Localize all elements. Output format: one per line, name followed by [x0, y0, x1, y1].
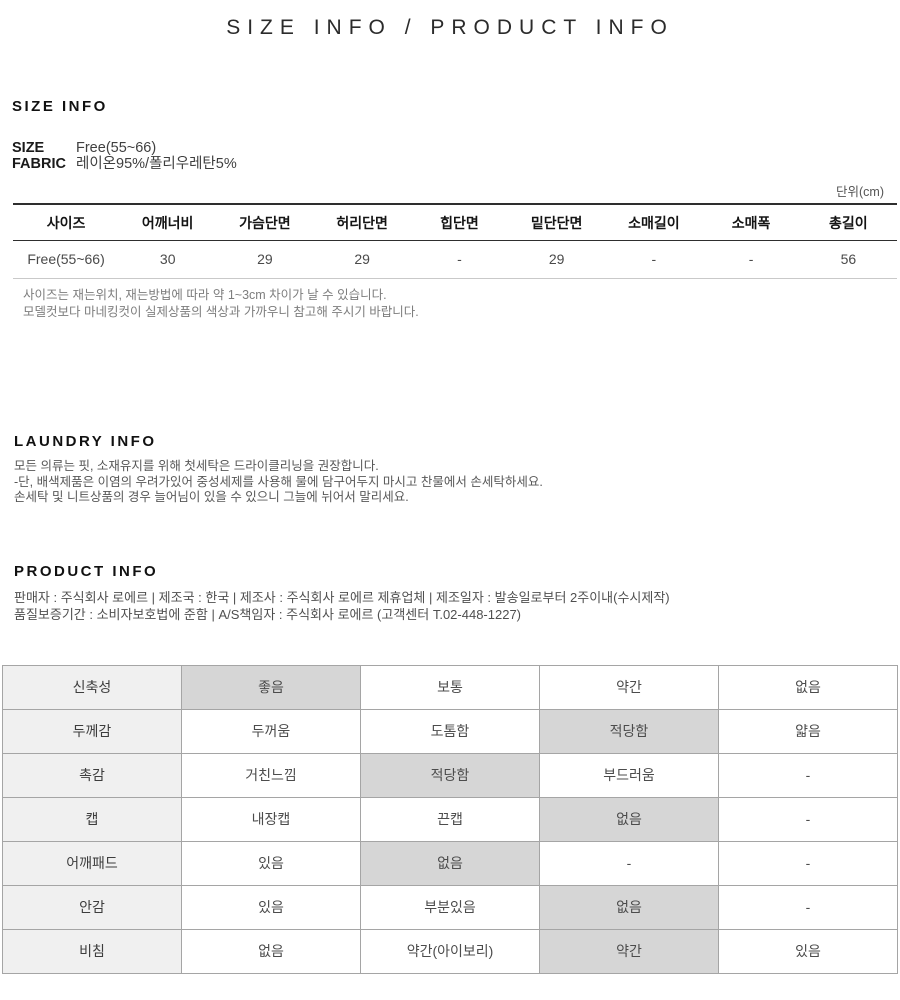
- table-row: 어깨패드 있음 없음 - -: [2, 840, 898, 886]
- attribute-option: 적당함: [360, 752, 540, 798]
- attribute-option: 도톰함: [360, 708, 540, 754]
- size-meta-row: SIZE Free(55~66): [12, 140, 888, 156]
- attribute-option: 없음: [181, 928, 361, 974]
- product-lines: 판매자 : 주식회사 로에르 | 제조국 : 한국 | 제조사 : 주식회사 로…: [14, 589, 886, 623]
- attribute-option: 부드러움: [539, 752, 719, 798]
- attribute-option: 약간: [539, 928, 719, 974]
- size-col-header: 허리단면: [313, 204, 411, 241]
- attribute-option: 없음: [539, 796, 719, 842]
- size-info-section: SIZE INFO SIZE Free(55~66) FABRIC 레이온95%…: [0, 98, 900, 321]
- table-row: 신축성 좋음 보통 약간 없음: [2, 664, 898, 710]
- attribute-option: -: [539, 840, 719, 886]
- size-cell: 29: [548, 251, 565, 267]
- size-col-header: 소매길이: [605, 204, 703, 241]
- attribute-label: 비침: [2, 928, 182, 974]
- attribute-option: -: [718, 796, 898, 842]
- attribute-option: 내장캡: [181, 796, 361, 842]
- attribute-option: 보통: [360, 664, 540, 710]
- size-col-header: 밑단단면: [508, 204, 606, 241]
- attribute-option: -: [718, 840, 898, 886]
- attribute-option: 두꺼움: [181, 708, 361, 754]
- size-note: 사이즈는 재는위치, 재는방법에 따라 약 1~3cm 차이가 날 수 있습니다…: [23, 288, 387, 302]
- size-table-data-row: Free(55~66) 30 29 29 - 29 - - 56: [13, 241, 897, 279]
- attribute-label: 촉감: [2, 752, 182, 798]
- size-cell: 56: [840, 251, 857, 267]
- attribute-option: 약간: [539, 664, 719, 710]
- size-info-heading: SIZE INFO: [12, 98, 108, 115]
- attribute-option: 좋음: [181, 664, 361, 710]
- size-col-header: 힙단면: [410, 204, 509, 241]
- laundry-info-heading: LAUNDRY INFO: [14, 433, 157, 450]
- attribute-option: 없음: [360, 840, 540, 886]
- size-note: 모델컷보다 마네킹컷이 실제상품의 색상과 가까우니 참고해 주시기 바랍니다.: [23, 305, 419, 319]
- attribute-option: 끈캡: [360, 796, 540, 842]
- size-col-header: 어깨너비: [119, 204, 217, 241]
- size-table: 사이즈 어깨너비 가슴단면 허리단면 힙단면 밑단단면 소매길이 소매폭 총길이…: [13, 203, 897, 279]
- attribute-option: 있음: [718, 928, 898, 974]
- product-info-section: PRODUCT INFO 판매자 : 주식회사 로에르 | 제조국 : 한국 |…: [0, 563, 900, 623]
- size-col-header: 사이즈: [13, 204, 120, 241]
- attribute-option: 없음: [539, 884, 719, 930]
- laundry-line: -단, 배색제품은 이염의 우려가있어 중성세제를 사용해 물에 담구어두지 마…: [14, 474, 543, 489]
- attribute-option: 거친느낌: [181, 752, 361, 798]
- attribute-option: 있음: [181, 884, 361, 930]
- size-cell: -: [457, 251, 462, 267]
- size-col-header: 소매폭: [702, 204, 800, 241]
- laundry-lines: 모든 의류는 핏, 소재유지를 위해 첫세탁은 드라이클리닝을 권장합니다. -…: [14, 459, 886, 506]
- attribute-table: 신축성 좋음 보통 약간 없음 두께감 두꺼움 도톰함 적당함 얇음 촉감 거친…: [2, 664, 898, 974]
- size-table-header-row: 사이즈 어깨너비 가슴단면 허리단면 힙단면 밑단단면 소매길이 소매폭 총길이: [13, 204, 897, 241]
- size-label: SIZE: [12, 140, 45, 156]
- table-row: 캡 내장캡 끈캡 없음 -: [2, 796, 898, 842]
- attribute-label: 안감: [2, 884, 182, 930]
- page-title: SIZE INFO / PRODUCT INFO: [226, 16, 674, 39]
- attribute-option: 있음: [181, 840, 361, 886]
- fabric-value: 레이온95%/폴리우레탄5%: [76, 156, 237, 172]
- size-cell: -: [748, 251, 754, 267]
- size-cell: 29: [354, 251, 370, 267]
- attribute-option: -: [718, 752, 898, 798]
- size-cell: 30: [159, 251, 176, 267]
- attribute-option: -: [718, 884, 898, 930]
- attribute-label: 두께감: [2, 708, 182, 754]
- size-cell: Free(55~66): [27, 251, 105, 267]
- table-row: 안감 있음 부분있음 없음 -: [2, 884, 898, 930]
- product-line: 판매자 : 주식회사 로에르 | 제조국 : 한국 | 제조사 : 주식회사 로…: [14, 589, 670, 605]
- laundry-info-section: LAUNDRY INFO 모든 의류는 핏, 소재유지를 위해 첫세탁은 드라이…: [0, 433, 900, 506]
- attribute-option: 없음: [718, 664, 898, 710]
- size-notes: 사이즈는 재는위치, 재는방법에 따라 약 1~3cm 차이가 날 수 있습니다…: [12, 287, 888, 321]
- product-line: 품질보증기간 : 소비자보호법에 준함 | A/S책임자 : 주식회사 로에르 …: [14, 606, 522, 622]
- fabric-meta-row: FABRIC 레이온95%/폴리우레탄5%: [12, 156, 888, 172]
- size-col-header: 가슴단면: [216, 204, 314, 241]
- attribute-option: 얇음: [718, 708, 898, 754]
- size-meta: SIZE Free(55~66) FABRIC 레이온95%/폴리우레탄5%: [12, 140, 888, 172]
- size-cell: 29: [257, 251, 273, 267]
- product-info-heading: PRODUCT INFO: [14, 562, 159, 580]
- size-col-header: 총길이: [799, 204, 897, 241]
- laundry-line: 모든 의류는 핏, 소재유지를 위해 첫세탁은 드라이클리닝을 권장합니다.: [14, 459, 379, 473]
- fabric-label: FABRIC: [12, 156, 66, 172]
- attribute-label: 어깨패드: [2, 840, 182, 886]
- size-cell: -: [651, 251, 657, 267]
- attribute-option: 적당함: [539, 708, 719, 754]
- laundry-line: 손세탁 및 니트상품의 경우 늘어님이 있을 수 있으니 그늘에 뉘어서 말리세…: [14, 490, 409, 504]
- attribute-option: 약간(아이보리): [360, 928, 540, 974]
- table-row: 비침 없음 약간(아이보리) 약간 있음: [2, 928, 898, 974]
- table-row: 두께감 두꺼움 도톰함 적당함 얇음: [2, 708, 898, 754]
- attribute-label: 캡: [2, 796, 182, 842]
- table-row: 촉감 거친느낌 적당함 부드러움 -: [2, 752, 898, 798]
- unit-label: 단위(cm): [836, 185, 884, 199]
- attribute-option: 부분있음: [360, 884, 540, 930]
- size-value: Free(55~66): [76, 140, 157, 156]
- attribute-label: 신축성: [2, 664, 182, 710]
